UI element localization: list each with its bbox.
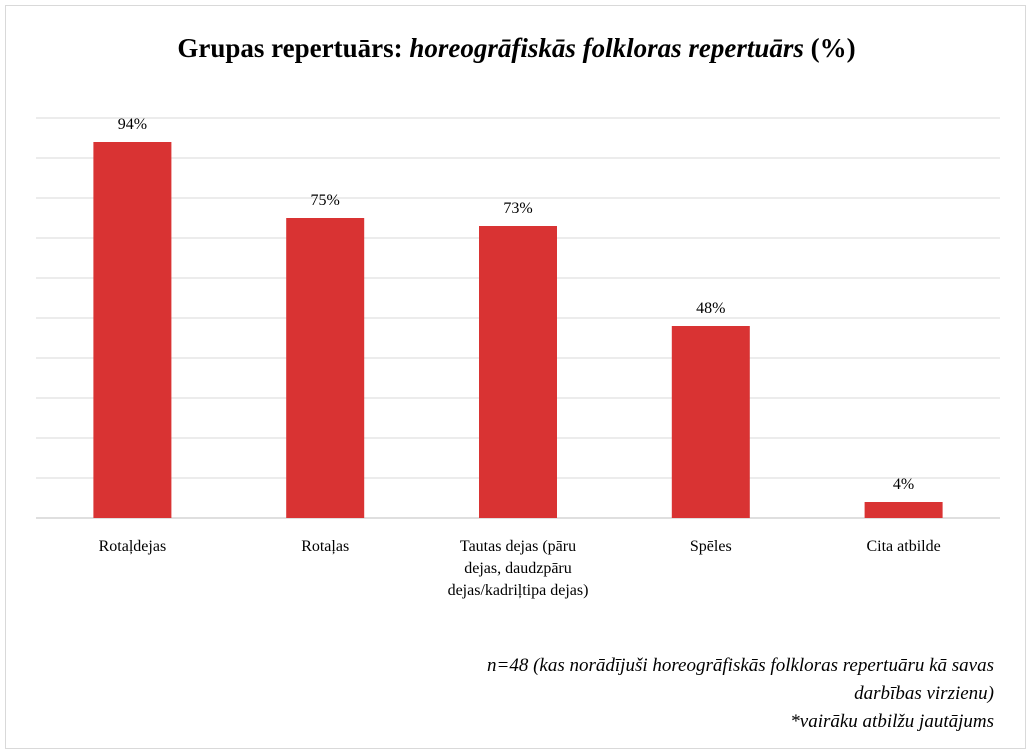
footnote: n=48 (kas norādījuši horeogrāfiskās folk… [234, 652, 994, 736]
category-label-line: dejas, daudzpāru [464, 560, 572, 577]
bars [93, 142, 943, 518]
chart-title-prefix: Grupas repertuārs: [177, 33, 403, 63]
bar [93, 142, 172, 518]
category-label-line: Cita atbilde [866, 538, 940, 555]
data-label: 4% [893, 476, 914, 493]
bar [864, 502, 943, 518]
data-label: 75% [311, 192, 340, 209]
category-label: Rotaļdejas [99, 538, 167, 555]
category-label: Rotaļas [301, 538, 349, 555]
bar [671, 326, 750, 518]
data-label: 94% [118, 116, 147, 133]
category-label: Spēles [690, 538, 732, 555]
data-label: 73% [503, 200, 532, 217]
chart-title-suffix: (%) [810, 33, 856, 63]
category-label: Tautas dejas (pāru dejas, daudzpāru dejas/… [448, 538, 589, 599]
category-label-line: Tautas dejas (pāru [460, 538, 576, 555]
category-label-line: Spēles [690, 538, 732, 555]
chart-title: Grupas repertuārs: horeogrāfiskās folklo… [0, 33, 1033, 64]
data-label: 48% [696, 300, 725, 317]
footnote-line-1: n=48 (kas norādījuši horeogrāfiskās folk… [487, 655, 994, 676]
footnote-line-3: *vairāku atbilžu jautājums [790, 711, 994, 732]
data-labels: 94% 75% 73% 48% 4% [118, 116, 915, 493]
category-labels: Rotaļdejas Rotaļas Tautas dejas (pāru dejas… [99, 538, 941, 599]
category-label-line: dejas/kadriļtipa dejas) [448, 582, 589, 599]
category-label: Cita atbilde [866, 538, 940, 555]
category-label-line: Rotaļdejas [99, 538, 167, 555]
bar [286, 218, 365, 518]
bar [479, 226, 557, 518]
chart-title-emphasis: horeogrāfiskās folkloras repertuārs [409, 33, 804, 63]
footnote-line-2: darbības virzienu) [854, 683, 994, 704]
category-label-line: Rotaļas [301, 538, 349, 555]
